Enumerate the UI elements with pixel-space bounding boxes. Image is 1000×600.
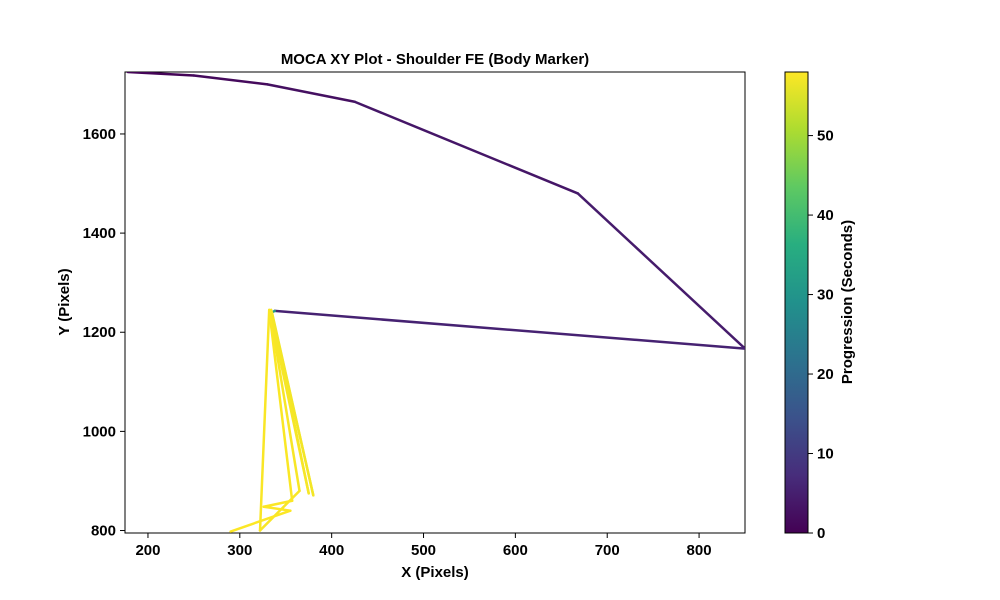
colorbar-tick-label: 30 [817, 287, 834, 304]
trajectory-line [126, 72, 745, 533]
y-tick-label: 800 [91, 523, 116, 540]
colorbar-tick-label: 0 [817, 525, 825, 542]
plot-frame [124, 71, 746, 534]
x-tick-label: 600 [503, 542, 528, 559]
trajectory-segment [262, 505, 292, 512]
y-tick-label: 1600 [83, 126, 116, 143]
y-tick-label: 1200 [83, 324, 116, 341]
trajectory-segment [268, 311, 310, 495]
chart-title: MOCA XY Plot - Shoulder FE (Body Marker) [281, 51, 589, 68]
colorbar-tick-label: 20 [817, 366, 834, 383]
x-tick-label: 800 [687, 542, 712, 559]
y-axis-ticks: 800 1000 1200 1400 1600 [83, 126, 125, 540]
x-tick-label: 400 [319, 542, 344, 559]
plot-area: 200 300 400 500 600 700 800 800 1000 1200 1400 160… [83, 71, 746, 559]
trajectory-segment [192, 74, 269, 86]
trajectory-segment [576, 192, 745, 350]
trajectory-segment [353, 100, 580, 195]
x-tick-label: 200 [135, 542, 160, 559]
colorbar-tick-label: 10 [817, 446, 834, 463]
trajectory-segment [268, 311, 301, 493]
y-tick-label: 1400 [83, 225, 116, 242]
trajectory-segment [266, 83, 356, 103]
trajectory-segment [258, 308, 271, 532]
colorbar-tick-label: 50 [817, 128, 834, 145]
trajectory-segment [229, 509, 292, 533]
trajectory-segment [262, 499, 294, 508]
colorbar-gradient [784, 71, 809, 534]
x-axis-ticks: 200 300 400 500 600 700 800 [135, 533, 712, 559]
trajectory-segment [126, 72, 196, 77]
colorbar: 0 10 20 30 40 50 [784, 71, 834, 542]
trajectory-segment [267, 308, 294, 503]
colorbar-ticks: 0 10 20 30 40 50 [808, 128, 834, 542]
x-axis-label: X (Pixels) [401, 564, 469, 581]
trajectory-segment [273, 309, 745, 350]
trajectory-segment [258, 489, 301, 532]
y-axis-label: Y (Pixels) [56, 268, 73, 335]
x-tick-label: 700 [595, 542, 620, 559]
colorbar-label: Progression (Seconds) [839, 220, 856, 384]
x-tick-label: 500 [411, 542, 436, 559]
y-tick-label: 1000 [83, 423, 116, 440]
colorbar-tick-label: 40 [817, 207, 834, 224]
x-tick-label: 300 [227, 542, 252, 559]
